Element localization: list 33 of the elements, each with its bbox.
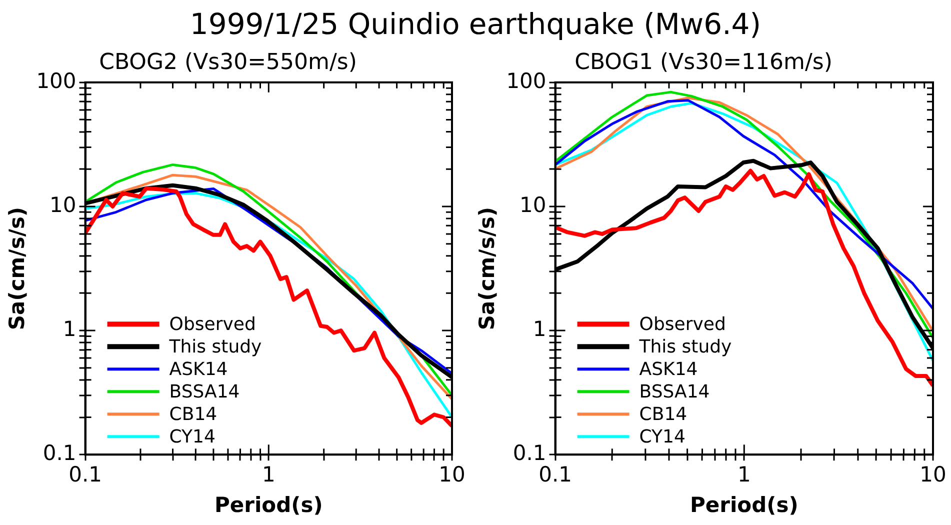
y-tick-label: 10 (520, 192, 546, 217)
y-axis-title: Sa(cm/s/s) (5, 206, 30, 330)
x-axis-title: Period(s) (214, 492, 323, 517)
chart-title: CBOG1 (Vs30=116m/s) (574, 50, 832, 75)
y-tick-label: 1 (62, 316, 76, 341)
y-tick-label: 0.1 (42, 441, 76, 466)
legend-label: CB14 (639, 404, 688, 425)
legend-label: Observed (639, 314, 726, 335)
legend-label: ASK14 (169, 358, 228, 380)
legend-label: CY14 (169, 426, 216, 448)
text: 1999/1/25 Quindio earthquake (Mw6.4) (188, 6, 762, 43)
legend-label: This study (168, 336, 262, 358)
legend-label: Observed (169, 314, 256, 335)
y-axis-title: Sa(cm/s/s) (475, 206, 500, 330)
y-tick-label: 100 (36, 68, 76, 93)
x-tick-label: 0.1 (68, 462, 102, 487)
y-tick-label: 10 (50, 192, 76, 217)
y-tick-label: 0.1 (512, 441, 546, 466)
legend-label: CB14 (169, 404, 218, 425)
x-axis-title: Period(s) (690, 492, 798, 517)
legend-label: BSSA14 (169, 381, 240, 402)
x-tick-label: 10 (438, 462, 466, 487)
x-tick-label: 10 (920, 462, 946, 487)
x-tick-label: 1 (737, 462, 751, 487)
legend-label: CY14 (639, 426, 686, 448)
legend-label: ASK14 (639, 358, 698, 380)
chart-title: CBOG2 (Vs30=550m/s) (99, 50, 357, 75)
x-tick-label: 1 (262, 462, 276, 487)
x-tick-label: 0.1 (538, 462, 572, 487)
legend-label: BSSA14 (639, 381, 710, 402)
legend-label: This study (638, 336, 732, 358)
y-tick-label: 1 (532, 316, 546, 341)
y-tick-label: 100 (506, 68, 546, 93)
